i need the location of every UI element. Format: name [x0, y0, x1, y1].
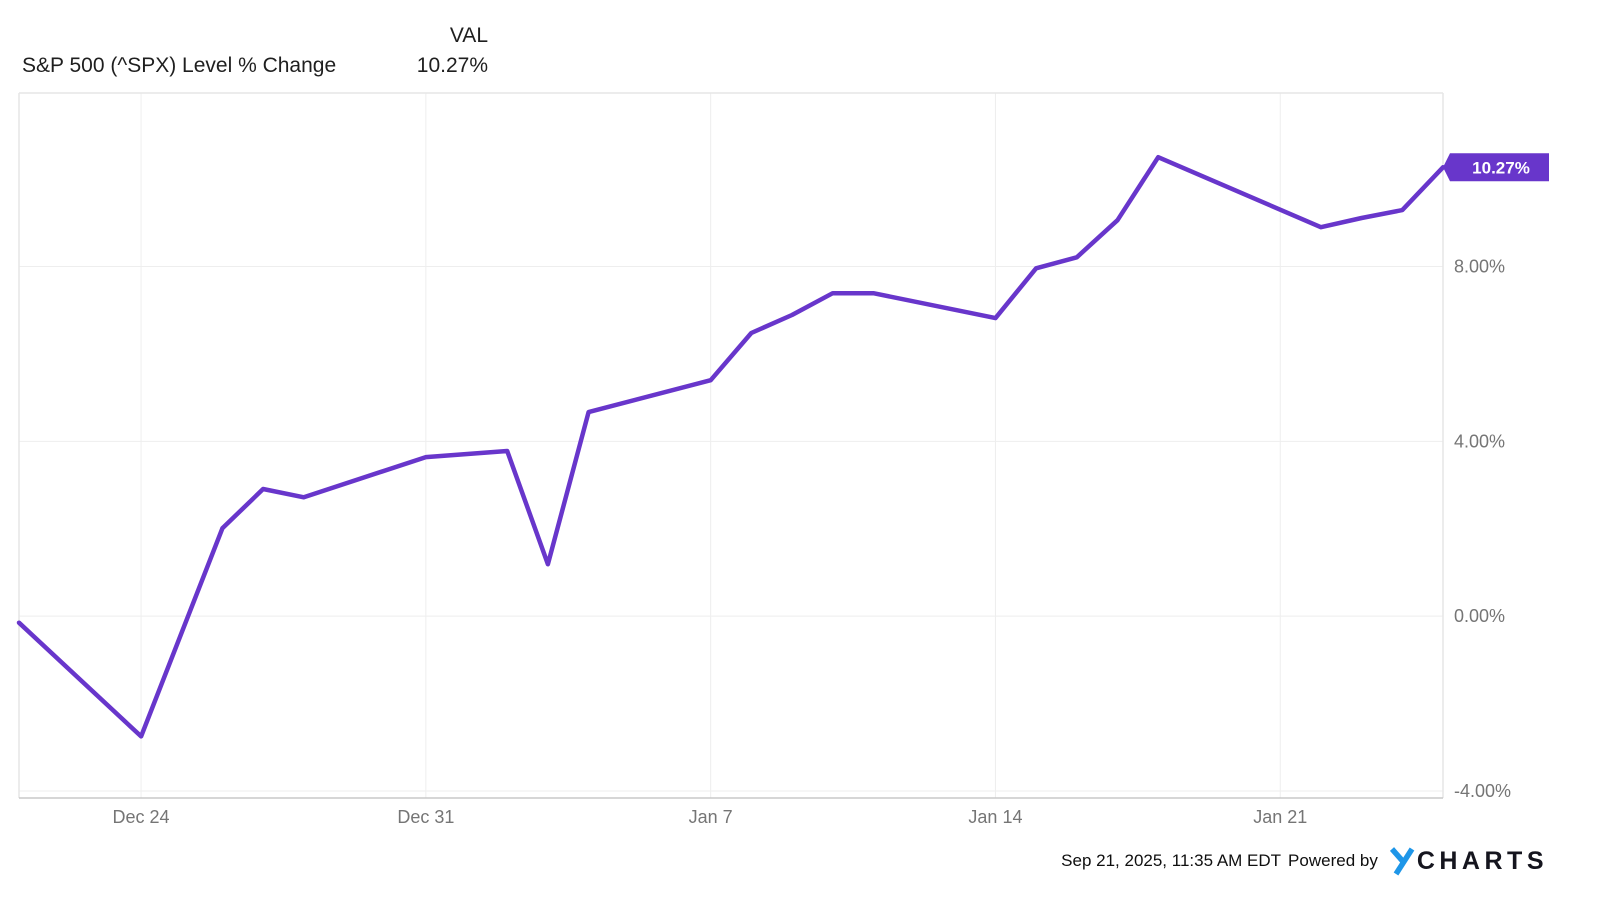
legend-val-value: 10.27%: [416, 54, 488, 77]
ycharts-logo: CHARTS: [1389, 846, 1548, 876]
ycharts-wordmark: CHARTS: [1416, 846, 1548, 875]
y-tick-label: 4.00%: [1454, 431, 1505, 451]
x-tick-label: Dec 31: [397, 807, 454, 827]
value-badge: [1443, 153, 1549, 182]
footer-timestamp: Sep 21, 2025, 11:35 AM EDT: [1061, 851, 1282, 870]
y-tick-label: -4.00%: [1454, 781, 1511, 801]
ycharts-y-icon: [1389, 847, 1415, 876]
x-tick-label: Dec 24: [113, 807, 170, 827]
footer-powered-by: Powered by: [1288, 851, 1378, 870]
x-tick-label: Jan 14: [968, 807, 1022, 827]
chart-title: S&P 500 (^SPX) Level % Change: [22, 54, 337, 77]
y-tick-label: 8.00%: [1454, 257, 1505, 277]
x-tick-label: Jan 7: [689, 807, 733, 827]
footer: Sep 21, 2025, 11:35 AM EDT Powered by CH…: [1061, 846, 1548, 876]
y-tick-label: 0.00%: [1454, 606, 1505, 626]
series-line: [16, 154, 1446, 739]
value-badge-label: 10.27%: [1472, 158, 1530, 177]
legend-val-header: VAL: [449, 24, 488, 47]
x-tick-label: Jan 21: [1253, 807, 1307, 827]
